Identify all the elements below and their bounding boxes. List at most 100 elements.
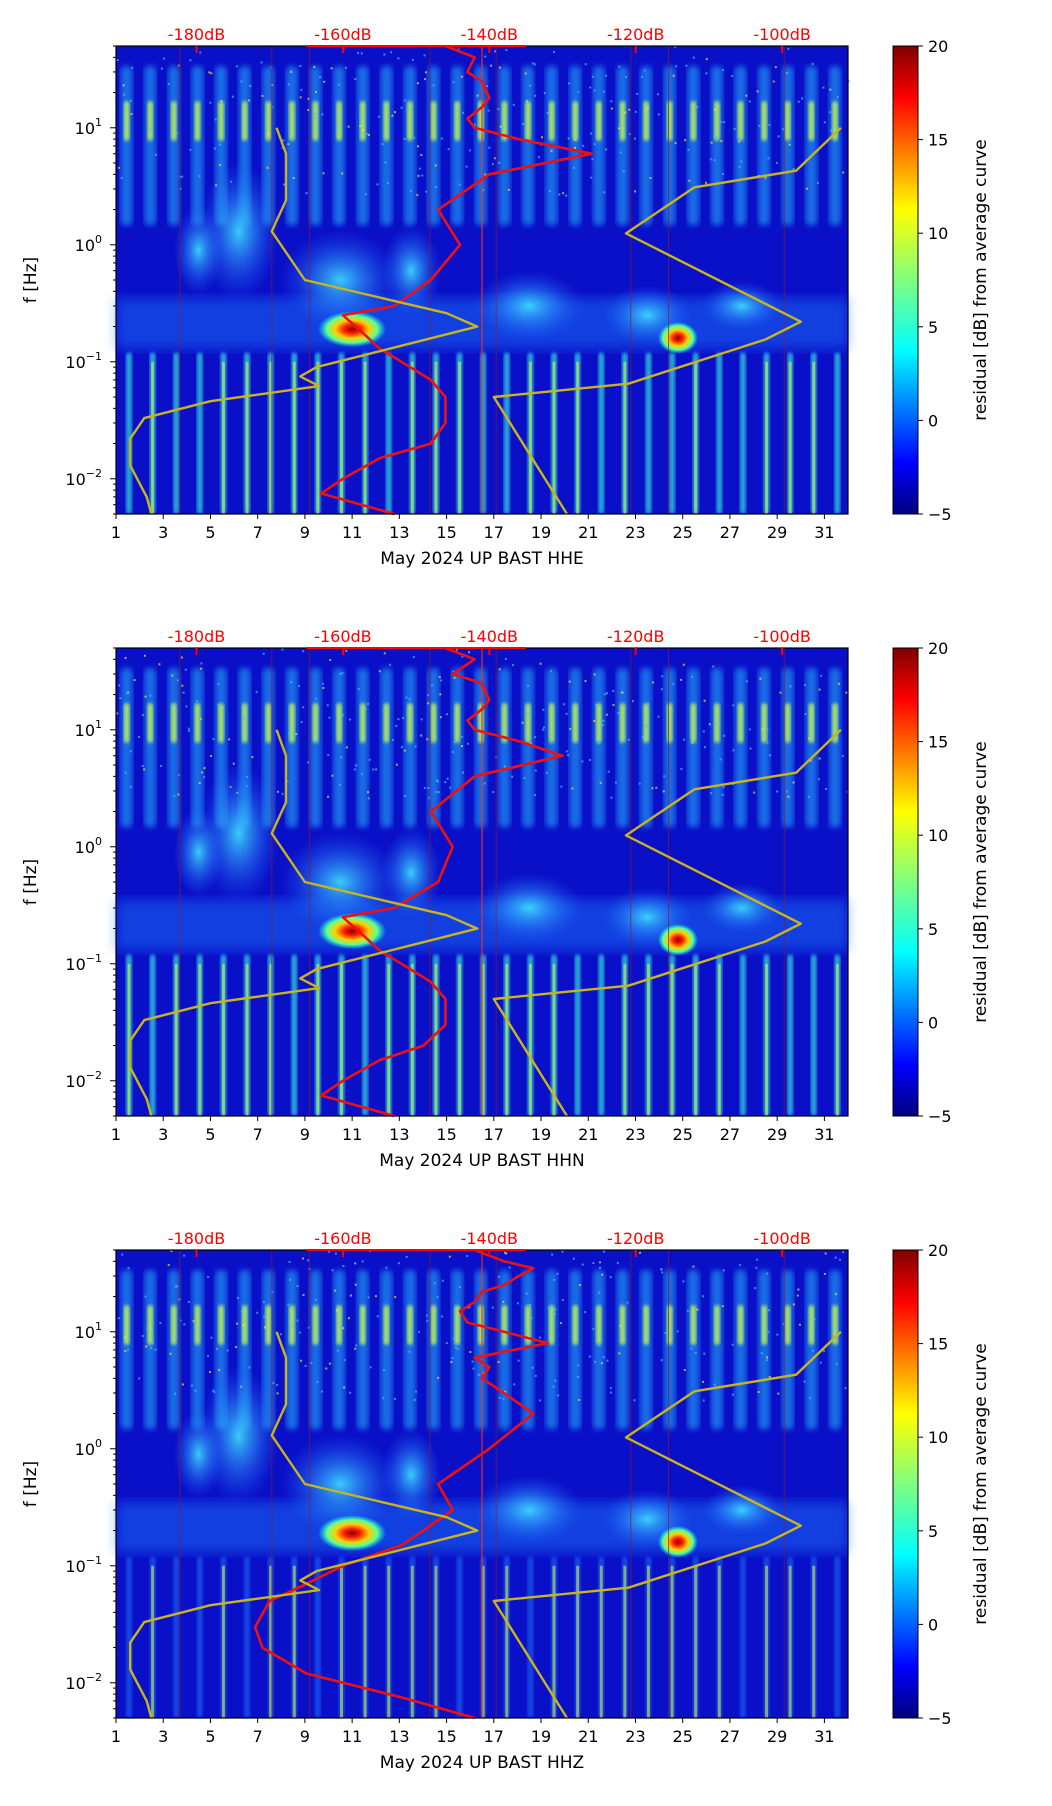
noise-speckle [302, 650, 305, 653]
low-frequency-streak-core [340, 361, 344, 514]
noise-speckle [439, 716, 442, 719]
noise-speckle [803, 1380, 806, 1383]
noise-speckle [584, 63, 587, 66]
noise-speckle [181, 1383, 184, 1386]
diurnal-column-core [241, 1305, 248, 1345]
diurnal-column [285, 66, 298, 226]
noise-speckle [584, 680, 587, 683]
noise-speckle [403, 795, 406, 798]
diurnal-column-core [525, 703, 532, 743]
noise-speckle [577, 1364, 580, 1367]
noise-speckle [420, 734, 423, 737]
noise-speckle [622, 170, 625, 173]
noise-speckle [123, 1336, 126, 1339]
noise-speckle [171, 703, 174, 706]
noise-speckle [339, 672, 342, 675]
noise-speckle [494, 157, 497, 160]
noise-speckle [427, 787, 430, 790]
noise-speckle [834, 1293, 837, 1296]
low-frequency-streak-core [694, 963, 698, 1116]
diurnal-column [380, 668, 393, 828]
y-axis-label: f [Hz] [21, 257, 41, 303]
low-frequency-streak-core [410, 963, 414, 1116]
noise-speckle [776, 1333, 779, 1336]
noise-speckle [567, 754, 570, 757]
x-tick-label: 15 [436, 1125, 456, 1144]
noise-speckle [402, 717, 405, 720]
noise-speckle [367, 1296, 370, 1299]
noise-model-curve [128, 729, 479, 1117]
noise-speckle [329, 658, 332, 661]
noise-speckle [138, 736, 141, 739]
noise-speckle [759, 677, 762, 680]
noise-speckle [118, 166, 121, 169]
y-tick-label: 101 [75, 718, 102, 740]
noise-speckle [703, 699, 706, 702]
noise-speckle [341, 714, 344, 717]
noise-speckle [498, 668, 501, 671]
noise-speckle [508, 1266, 511, 1269]
noise-speckle [416, 194, 419, 197]
x-axis-label: May 2024 UP BAST HHZ [380, 1753, 584, 1773]
noise-speckle [322, 686, 325, 689]
noise-speckle [359, 116, 362, 119]
noise-speckle [612, 704, 615, 707]
top-db-tick-label: -180dB [168, 627, 225, 646]
noise-speckle [313, 65, 316, 68]
noise-speckle [511, 664, 514, 667]
noise-speckle [767, 1330, 770, 1333]
noise-speckle [407, 108, 410, 111]
noise-speckle [511, 775, 514, 778]
noise-speckle [154, 1348, 157, 1351]
x-tick-label: 21 [578, 1125, 598, 1144]
noise-speckle [232, 762, 235, 765]
noise-speckle [602, 719, 605, 722]
noise-speckle [314, 91, 317, 94]
noise-speckle [682, 1280, 685, 1283]
diurnal-column [427, 1270, 440, 1430]
x-tick-label: 1 [111, 1125, 121, 1144]
noise-speckle [638, 1251, 641, 1254]
low-frequency-streak-core [552, 1565, 556, 1718]
noise-speckle [356, 51, 359, 54]
noise-speckle [565, 750, 568, 753]
noise-speckle [565, 194, 568, 197]
noise-speckle [144, 695, 147, 698]
noise-speckle [326, 704, 329, 707]
noise-speckle [242, 1324, 245, 1327]
noise-speckle [298, 1331, 301, 1334]
diurnal-column [734, 66, 747, 226]
diurnal-column-core [690, 1305, 697, 1345]
noise-speckle [652, 681, 655, 684]
noise-speckle [400, 746, 403, 749]
diurnal-column [356, 66, 369, 226]
diurnal-column-core [808, 101, 815, 141]
noise-speckle [453, 741, 456, 744]
noise-speckle [731, 1393, 734, 1396]
diurnal-column [451, 668, 464, 828]
low-frequency-streak [834, 352, 841, 514]
low-frequency-streak [739, 954, 746, 1116]
noise-speckle [797, 1288, 800, 1291]
noise-speckle [804, 713, 807, 716]
noise-speckle [674, 46, 677, 49]
noise-speckle [807, 795, 810, 798]
diurnal-column-core [288, 101, 295, 141]
noise-speckle [486, 85, 489, 88]
y-tick-label: 10−1 [65, 350, 102, 372]
noise-speckle [573, 146, 576, 149]
noise-speckle [722, 1269, 725, 1272]
diurnal-column-core [761, 1305, 768, 1345]
noise-speckle [733, 127, 736, 130]
low-frequency-streak [173, 1556, 180, 1718]
noise-speckle [437, 1376, 440, 1379]
diurnal-column-core [218, 703, 225, 743]
noise-speckle [146, 1327, 149, 1330]
noise-speckle [428, 797, 431, 800]
noise-speckle [327, 795, 330, 798]
diurnal-column [309, 1270, 322, 1430]
noise-speckle [138, 1377, 141, 1380]
noise-speckle [684, 139, 687, 142]
diurnal-column [640, 66, 653, 226]
diurnal-column-core [147, 1305, 154, 1345]
